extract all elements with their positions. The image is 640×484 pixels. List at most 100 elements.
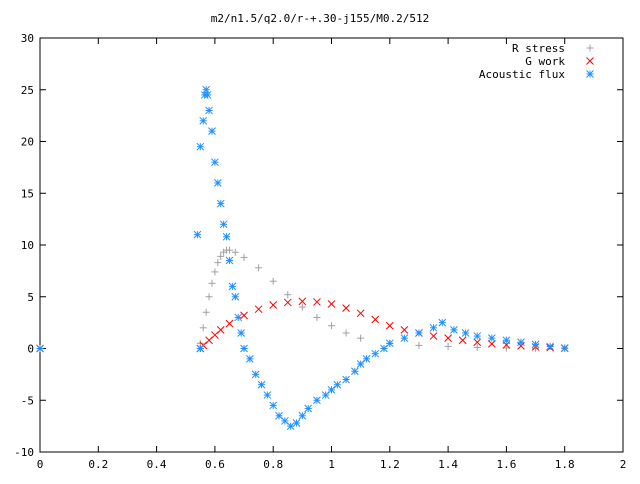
data-point <box>231 292 240 301</box>
data-point <box>222 232 231 241</box>
data-point <box>298 303 306 311</box>
y-tick-label: 0 <box>27 343 34 356</box>
data-point <box>458 336 467 345</box>
data-point <box>438 318 447 327</box>
data-point <box>342 329 350 337</box>
data-point <box>269 401 278 410</box>
data-point <box>342 375 350 384</box>
data-point <box>473 338 482 347</box>
data-point <box>461 329 470 337</box>
data-point <box>205 106 213 115</box>
data-point <box>255 264 263 272</box>
data-point <box>208 279 216 287</box>
data-point <box>199 116 208 125</box>
data-point <box>292 419 301 427</box>
data-point <box>205 293 213 301</box>
legend-marker <box>586 70 594 78</box>
y-tick-label: 30 <box>21 32 34 45</box>
data-point <box>313 313 321 321</box>
y-tick-label: -10 <box>14 446 34 459</box>
y-tick-label: 15 <box>21 187 34 200</box>
y-tick-label: 5 <box>27 291 34 304</box>
data-point <box>269 277 277 285</box>
data-point <box>193 230 202 239</box>
data-point <box>342 304 350 312</box>
data-point <box>211 158 219 167</box>
data-point <box>196 142 205 151</box>
legend-marker <box>586 57 594 65</box>
data-point <box>213 179 222 187</box>
data-point <box>219 220 228 229</box>
data-point <box>546 342 554 351</box>
data-point <box>203 91 212 99</box>
data-point <box>286 422 295 430</box>
data-point <box>199 324 207 332</box>
data-point <box>216 199 225 208</box>
data-point <box>473 332 482 340</box>
data-point <box>237 329 245 337</box>
data-point <box>225 256 234 265</box>
data-point <box>257 380 266 389</box>
x-tick-label: 2 <box>620 458 627 471</box>
data-point <box>502 344 510 352</box>
legend-marker <box>586 44 594 52</box>
data-point <box>211 268 219 276</box>
data-point <box>333 380 342 389</box>
data-point <box>487 339 496 348</box>
data-point <box>251 370 260 379</box>
data-point <box>371 315 380 324</box>
data-point <box>214 259 222 267</box>
data-point <box>269 301 278 309</box>
data-point <box>313 396 321 405</box>
x-tick-label: 1 <box>328 458 335 471</box>
data-point <box>356 309 365 318</box>
axis-ticks: 0 0.2 0.4 0.6 0.8 1 1.2 1.4 1.6 1.8 2 -10 -5 0 5 10 15 20… <box>14 32 626 471</box>
x-tick-label: 1.8 <box>555 458 575 471</box>
data-point <box>487 334 496 343</box>
y-tick-label: -5 <box>21 394 34 407</box>
data-point <box>328 322 335 330</box>
data-point <box>202 85 211 94</box>
data-point <box>517 338 525 347</box>
legend-label: R stress <box>512 42 565 55</box>
data-point <box>415 329 423 337</box>
data-point <box>327 300 336 308</box>
data-point <box>36 344 44 353</box>
data-point <box>304 404 313 413</box>
data-point <box>385 339 394 348</box>
data-point <box>517 342 525 350</box>
data-point <box>284 291 292 299</box>
data-point <box>502 336 511 345</box>
data-point <box>254 305 263 314</box>
data-point <box>350 367 359 376</box>
data-point <box>560 344 569 352</box>
data-point <box>202 308 210 316</box>
series-layer <box>36 85 569 430</box>
x-tick-label: 1.4 <box>438 458 458 471</box>
data-point <box>313 298 321 306</box>
data-point <box>208 127 216 136</box>
x-tick-label: 0.2 <box>88 458 108 471</box>
data-point <box>234 313 243 322</box>
data-point <box>196 344 205 353</box>
data-point <box>246 354 254 363</box>
data-point <box>385 321 394 330</box>
data-point <box>283 298 292 307</box>
data-point <box>357 334 365 342</box>
data-point <box>429 332 438 340</box>
data-point <box>531 340 540 349</box>
data-point <box>263 391 272 399</box>
data-point <box>225 319 234 328</box>
x-tick-label: 1.6 <box>496 458 516 471</box>
data-point <box>444 334 452 343</box>
data-point <box>298 297 307 306</box>
y-tick-label: 10 <box>21 239 34 252</box>
chart-title: m2/n1.5/q2.0/r-+.30-j155/M0.2/512 <box>211 12 430 25</box>
data-point <box>415 341 423 349</box>
data-point <box>473 343 481 351</box>
y-tick-label: 25 <box>21 84 34 97</box>
y-tick-label: 20 <box>21 136 34 149</box>
data-point <box>400 326 409 334</box>
x-tick-label: 0.4 <box>147 458 167 471</box>
